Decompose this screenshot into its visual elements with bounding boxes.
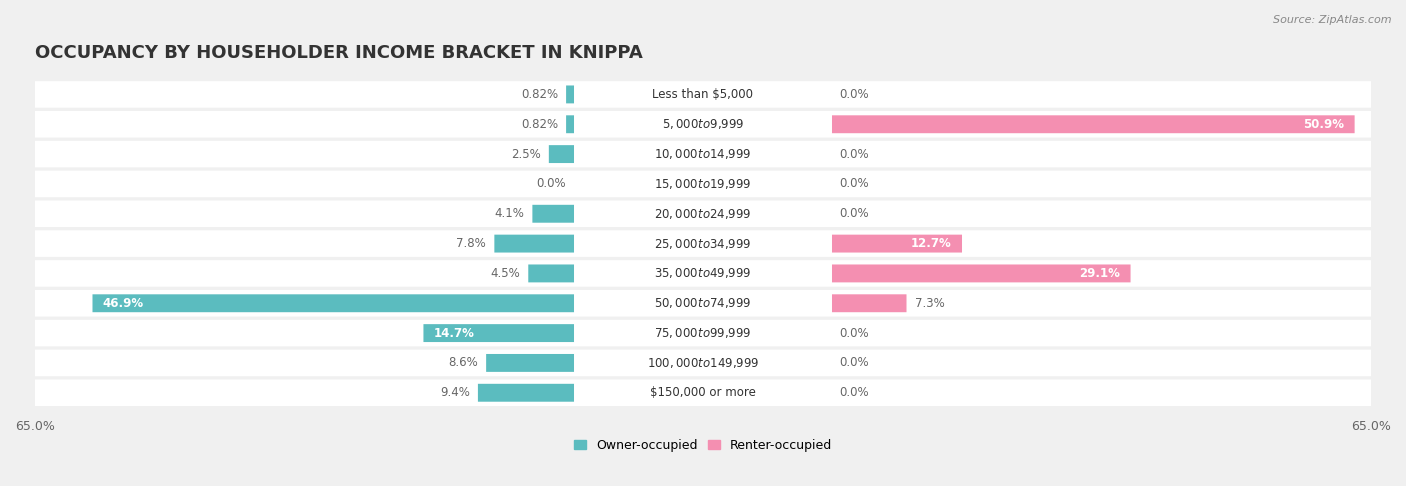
FancyBboxPatch shape xyxy=(35,380,1371,406)
FancyBboxPatch shape xyxy=(35,290,1371,316)
Text: 14.7%: 14.7% xyxy=(433,327,475,340)
Text: 29.1%: 29.1% xyxy=(1080,267,1121,280)
FancyBboxPatch shape xyxy=(486,354,575,372)
FancyBboxPatch shape xyxy=(35,260,1371,287)
Text: $35,000 to $49,999: $35,000 to $49,999 xyxy=(654,266,752,280)
FancyBboxPatch shape xyxy=(529,264,575,282)
Text: $25,000 to $34,999: $25,000 to $34,999 xyxy=(654,237,752,251)
FancyBboxPatch shape xyxy=(35,230,1371,257)
FancyBboxPatch shape xyxy=(574,144,832,165)
FancyBboxPatch shape xyxy=(35,171,1371,197)
Text: 0.0%: 0.0% xyxy=(839,177,869,191)
Text: Less than $5,000: Less than $5,000 xyxy=(652,88,754,101)
FancyBboxPatch shape xyxy=(574,293,832,313)
FancyBboxPatch shape xyxy=(35,349,1371,376)
FancyBboxPatch shape xyxy=(574,323,832,344)
FancyBboxPatch shape xyxy=(548,145,575,163)
Text: 2.5%: 2.5% xyxy=(510,148,541,160)
Text: 8.6%: 8.6% xyxy=(449,356,478,369)
Text: OCCUPANCY BY HOUSEHOLDER INCOME BRACKET IN KNIPPA: OCCUPANCY BY HOUSEHOLDER INCOME BRACKET … xyxy=(35,44,643,62)
FancyBboxPatch shape xyxy=(574,174,832,194)
Text: $50,000 to $74,999: $50,000 to $74,999 xyxy=(654,296,752,310)
FancyBboxPatch shape xyxy=(831,295,907,312)
Text: 0.82%: 0.82% xyxy=(520,118,558,131)
Text: $150,000 or more: $150,000 or more xyxy=(650,386,756,399)
FancyBboxPatch shape xyxy=(831,235,962,253)
Legend: Owner-occupied, Renter-occupied: Owner-occupied, Renter-occupied xyxy=(568,434,838,457)
Text: Source: ZipAtlas.com: Source: ZipAtlas.com xyxy=(1274,15,1392,25)
FancyBboxPatch shape xyxy=(35,111,1371,138)
FancyBboxPatch shape xyxy=(831,115,1354,133)
Text: 0.0%: 0.0% xyxy=(839,327,869,340)
FancyBboxPatch shape xyxy=(495,235,575,253)
Text: 46.9%: 46.9% xyxy=(103,297,143,310)
FancyBboxPatch shape xyxy=(35,141,1371,167)
FancyBboxPatch shape xyxy=(574,233,832,254)
Text: 4.5%: 4.5% xyxy=(491,267,520,280)
Text: 0.0%: 0.0% xyxy=(839,207,869,220)
Text: 0.0%: 0.0% xyxy=(839,148,869,160)
FancyBboxPatch shape xyxy=(574,114,832,135)
Text: $75,000 to $99,999: $75,000 to $99,999 xyxy=(654,326,752,340)
FancyBboxPatch shape xyxy=(574,382,832,403)
FancyBboxPatch shape xyxy=(831,264,1130,282)
Text: 0.0%: 0.0% xyxy=(839,386,869,399)
Text: $5,000 to $9,999: $5,000 to $9,999 xyxy=(662,117,744,131)
Text: 0.0%: 0.0% xyxy=(537,177,567,191)
Text: 50.9%: 50.9% xyxy=(1303,118,1344,131)
Text: 7.3%: 7.3% xyxy=(915,297,945,310)
FancyBboxPatch shape xyxy=(567,86,575,104)
FancyBboxPatch shape xyxy=(574,203,832,224)
FancyBboxPatch shape xyxy=(478,384,575,402)
FancyBboxPatch shape xyxy=(574,263,832,284)
Text: $20,000 to $24,999: $20,000 to $24,999 xyxy=(654,207,752,221)
Text: 4.1%: 4.1% xyxy=(495,207,524,220)
FancyBboxPatch shape xyxy=(93,295,575,312)
Text: 0.0%: 0.0% xyxy=(839,88,869,101)
Text: 12.7%: 12.7% xyxy=(911,237,952,250)
Text: $10,000 to $14,999: $10,000 to $14,999 xyxy=(654,147,752,161)
Text: 9.4%: 9.4% xyxy=(440,386,470,399)
FancyBboxPatch shape xyxy=(533,205,575,223)
Text: $100,000 to $149,999: $100,000 to $149,999 xyxy=(647,356,759,370)
FancyBboxPatch shape xyxy=(423,324,575,342)
Text: $15,000 to $19,999: $15,000 to $19,999 xyxy=(654,177,752,191)
FancyBboxPatch shape xyxy=(574,84,832,105)
FancyBboxPatch shape xyxy=(567,115,575,133)
Text: 0.82%: 0.82% xyxy=(520,88,558,101)
FancyBboxPatch shape xyxy=(35,201,1371,227)
FancyBboxPatch shape xyxy=(574,352,832,373)
FancyBboxPatch shape xyxy=(35,320,1371,347)
Text: 7.8%: 7.8% xyxy=(457,237,486,250)
FancyBboxPatch shape xyxy=(35,81,1371,108)
Text: 0.0%: 0.0% xyxy=(839,356,869,369)
